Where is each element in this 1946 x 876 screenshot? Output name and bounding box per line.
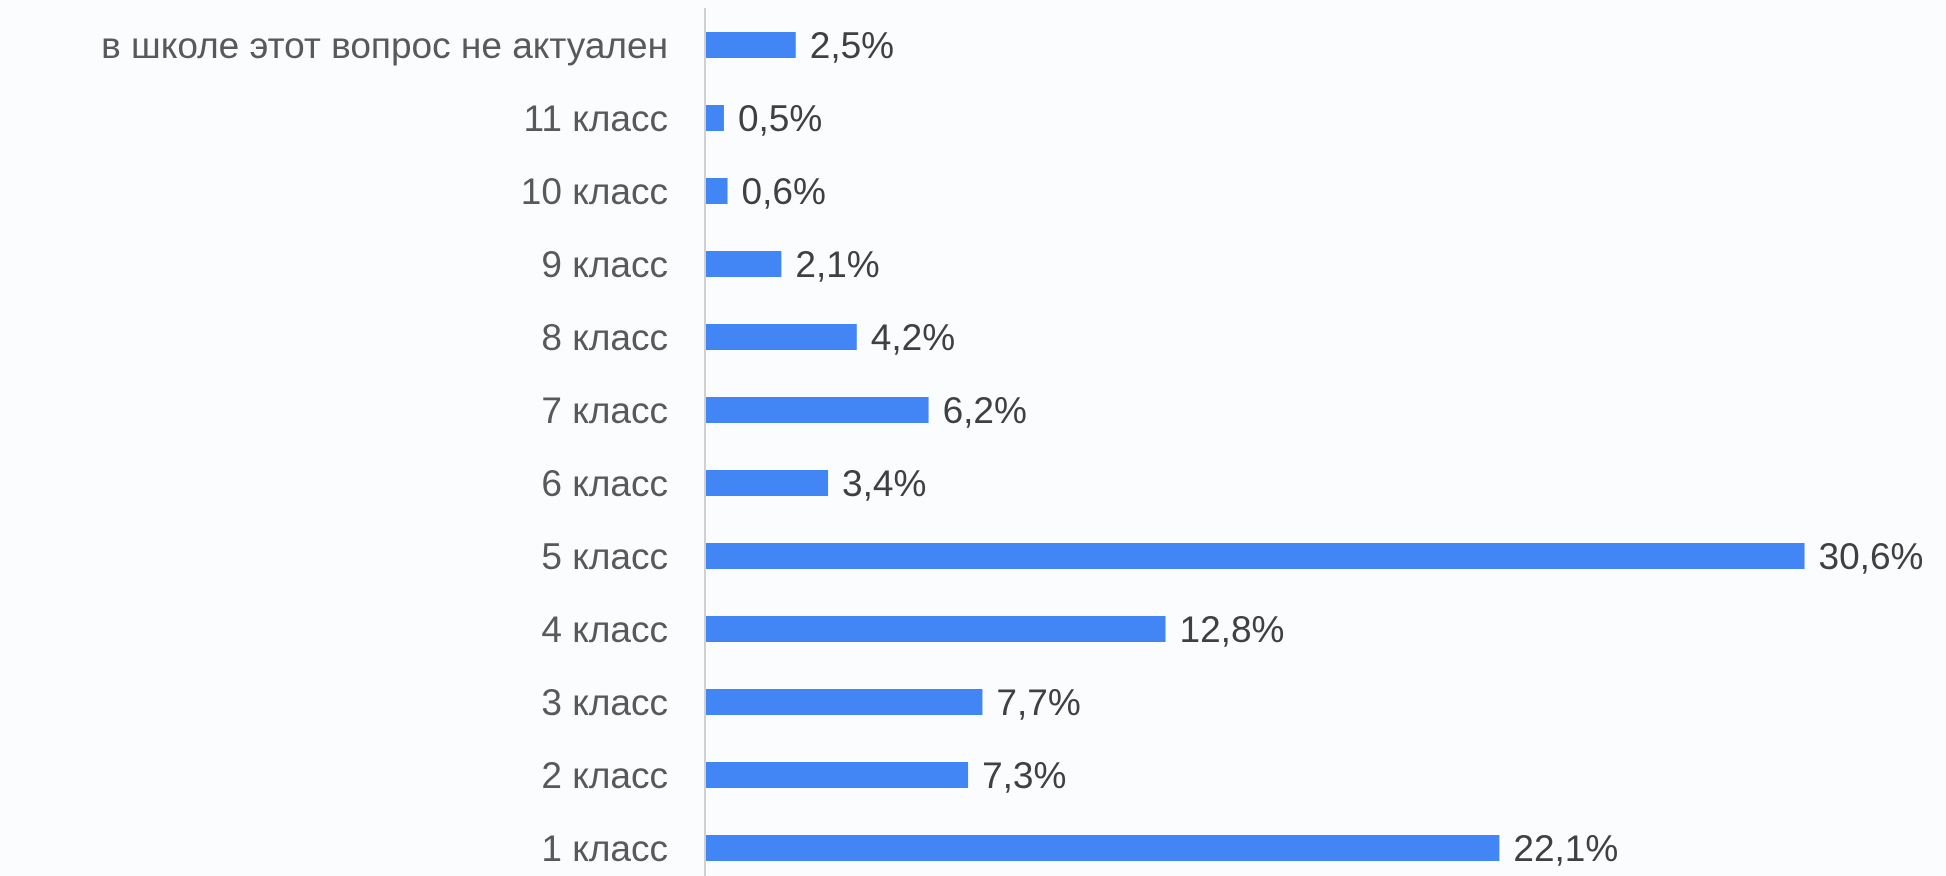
category-label: 3 класс [541,682,668,723]
bar [706,762,969,788]
category-label: 9 класс [541,244,668,285]
category-label: 1 класс [541,828,668,869]
category-label: 6 класс [541,463,668,504]
bar [706,178,728,204]
value-label: 4,2% [871,317,955,358]
category-label: 7 класс [541,390,668,431]
bar [706,470,829,496]
value-label: 0,6% [742,171,826,212]
bar [706,324,857,350]
bar [706,397,929,423]
bar [706,543,1805,569]
value-label: 7,7% [996,682,1080,723]
value-label: 0,5% [738,98,822,139]
category-label: 11 класс [524,98,668,139]
bar [706,251,782,277]
value-label: 2,1% [795,244,879,285]
value-label: 12,8% [1180,609,1285,650]
category-label: 4 класс [541,609,668,650]
value-label: 3,4% [842,463,926,504]
category-label: 2 класс [541,755,668,796]
bar [706,105,724,131]
category-label: 8 класс [541,317,668,358]
bar [706,689,983,715]
bar [706,616,1166,642]
value-label: 7,3% [982,755,1066,796]
value-label: 6,2% [943,390,1027,431]
bar [706,32,796,58]
category-label: 5 класс [541,536,668,577]
value-label: 30,6% [1819,536,1924,577]
value-label: 22,1% [1513,828,1618,869]
category-label: 10 класс [521,171,668,212]
value-label: 2,5% [810,25,894,66]
bar [706,835,1500,861]
category-label: в школе этот вопрос не актуален [101,25,668,66]
